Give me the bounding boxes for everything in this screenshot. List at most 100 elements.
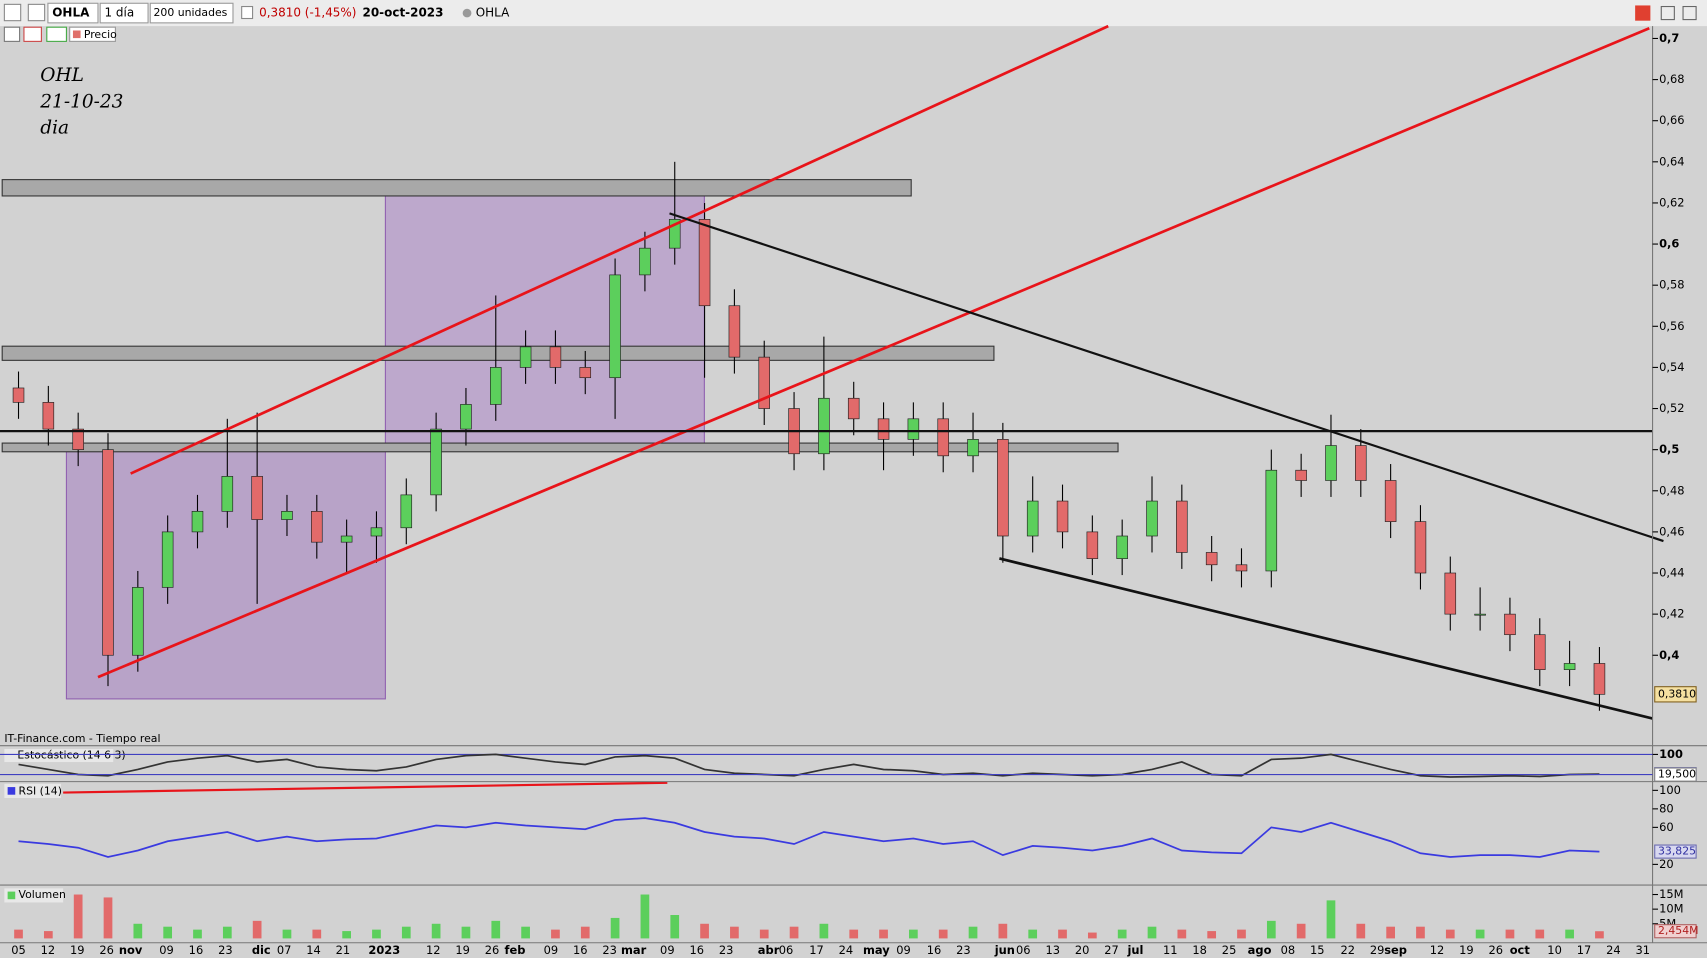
chart-icon[interactable] <box>3 3 22 22</box>
refresh-icon[interactable] <box>1635 5 1651 21</box>
volume-bar <box>1535 929 1545 939</box>
resistance-band <box>1 345 995 361</box>
value-label: 33,825 <box>1658 845 1696 858</box>
x-tick-label: 05 <box>11 943 26 957</box>
trend-lines <box>0 24 1664 794</box>
value-label-box <box>1654 924 1697 939</box>
status-dot <box>462 8 472 18</box>
volume-bar <box>1117 929 1127 939</box>
x-tick-label: 15 <box>1310 943 1325 957</box>
volume-bar <box>1505 929 1515 939</box>
y-tick-label: 10M <box>1659 902 1683 916</box>
candle-body <box>1146 500 1158 537</box>
candle-body <box>1414 521 1427 574</box>
candle-body <box>1235 564 1248 572</box>
last-price-label: 0,3810 <box>1658 687 1696 700</box>
volume-bar <box>282 929 292 939</box>
x-tick-label: 26 <box>485 943 500 957</box>
x-tick-label: 18 <box>1192 943 1207 957</box>
volume-bar <box>670 914 680 939</box>
y-tick-label: 100 <box>1659 747 1683 761</box>
candle-body <box>1474 613 1486 616</box>
volume-bar <box>1147 926 1157 939</box>
overlay-label: Precio <box>84 28 117 41</box>
symbol: OHLA <box>52 6 90 20</box>
y-tick-label: 80 <box>1659 801 1674 815</box>
volume-bar <box>193 929 202 939</box>
settings-icon[interactable] <box>27 3 46 22</box>
x-tick-label: sep <box>1384 943 1407 957</box>
x-tick-label: 16 <box>689 943 704 957</box>
minimize-button[interactable] <box>1660 5 1675 21</box>
volume-bar <box>819 923 829 939</box>
candle-body <box>1563 663 1576 670</box>
y-tick-label: 0,46 <box>1659 524 1684 538</box>
candle-body <box>400 494 413 529</box>
volume-bar <box>163 926 173 939</box>
volume-bar <box>730 926 739 939</box>
candle-body <box>609 274 621 379</box>
x-tick-label: 23 <box>719 943 734 957</box>
indicator-line <box>18 753 1600 778</box>
value-label-box <box>1654 844 1697 859</box>
volume-bar <box>849 929 859 939</box>
panel-title: RSI (14) <box>19 784 62 797</box>
candle-body <box>460 404 472 430</box>
candle-body <box>549 346 562 368</box>
downtrend-line <box>999 557 1653 720</box>
candle-body <box>967 439 979 457</box>
value-label: 2,454M <box>1658 924 1699 937</box>
interval-select[interactable] <box>99 2 149 24</box>
volume-bar <box>342 931 351 939</box>
panel-swatch <box>7 891 16 900</box>
units-select[interactable] <box>149 2 234 24</box>
candle-body <box>12 387 25 403</box>
overlay-tag[interactable] <box>69 26 116 42</box>
candle-body <box>818 397 830 455</box>
x-tick-label: 09 <box>159 943 174 957</box>
x-tick-label: 26 <box>1489 943 1504 957</box>
x-tick-label: ago <box>1248 943 1272 957</box>
x-tick-label: 06 <box>779 943 794 957</box>
volume-bar <box>1475 929 1485 939</box>
export-button[interactable] <box>46 26 67 42</box>
channel-line <box>97 27 1650 679</box>
note: 21-10-23 <box>39 91 123 112</box>
panel-tag <box>4 783 61 798</box>
candle-body <box>1116 535 1128 559</box>
y-tick-label: 0,54 <box>1659 360 1684 374</box>
x-tick-label: 24 <box>1606 943 1621 957</box>
x-tick-label: 16 <box>189 943 204 957</box>
last-price-box <box>1654 686 1697 703</box>
volume-bar <box>909 929 918 939</box>
info-icon[interactable] <box>241 5 254 20</box>
symbol-select[interactable] <box>47 2 99 24</box>
candle-body <box>1534 634 1546 670</box>
panel-title: Estocástico (14 6 3) <box>17 749 125 762</box>
close-button[interactable] <box>1682 5 1697 21</box>
volume-bar <box>1028 929 1038 939</box>
x-tick-label: 07 <box>277 943 292 957</box>
downtrend-line <box>669 212 1664 543</box>
candle-body <box>1444 572 1457 615</box>
x-tick-label: 19 <box>70 943 85 957</box>
add-button[interactable] <box>3 26 21 42</box>
candle-body <box>997 439 1009 537</box>
candle-body <box>251 476 263 520</box>
volume-bar <box>1087 932 1097 939</box>
volume-bar <box>700 923 709 939</box>
candle-body <box>1593 663 1606 695</box>
x-tick-label: 14 <box>306 943 321 957</box>
remove-button[interactable] <box>23 26 42 42</box>
volume-bar <box>401 926 411 939</box>
candle-body <box>847 397 860 420</box>
volume-bar <box>431 923 441 939</box>
volume-bar <box>133 923 143 939</box>
volume-bar <box>938 929 948 939</box>
candle-body <box>877 418 890 440</box>
y-tick-label: 0,4 <box>1659 648 1679 662</box>
volume-bar <box>103 897 113 939</box>
volume-bar <box>1058 929 1067 939</box>
x-tick-label: 19 <box>455 943 470 957</box>
